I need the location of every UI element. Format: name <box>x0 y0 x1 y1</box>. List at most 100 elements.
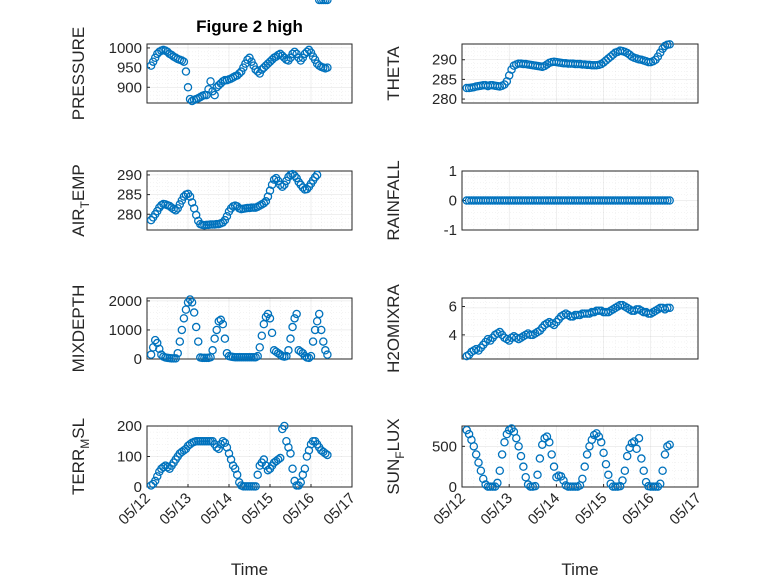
data-point <box>462 425 471 435</box>
data-point <box>302 184 312 194</box>
x-tick-label: 05/13 <box>156 490 195 529</box>
data-point <box>316 325 326 335</box>
y-axis-label: PRESSURE <box>69 27 88 121</box>
data-point <box>220 334 230 343</box>
y-tick-label: 0 <box>449 193 457 210</box>
y-tick-label: 900 <box>117 79 142 96</box>
y-tick-label: 290 <box>432 52 457 69</box>
data-point <box>310 325 320 335</box>
data-point <box>637 454 646 463</box>
data-point <box>290 314 299 323</box>
y-axis-label: MIXDEPTH <box>69 285 88 373</box>
data-point <box>267 180 277 190</box>
data-point <box>296 478 305 487</box>
data-point <box>191 322 201 332</box>
data-point <box>601 307 611 317</box>
data-point <box>589 430 599 440</box>
data-point <box>202 90 211 100</box>
y-axis-label: AIRTEMP <box>69 164 92 237</box>
axes-frame <box>146 43 353 104</box>
series-markers <box>462 40 674 93</box>
data-point <box>658 466 667 475</box>
y-tick-label: 1 <box>449 163 457 180</box>
axes-3: -1 0 1 RAINFALL <box>384 160 699 241</box>
y-tick-label: 200 <box>117 418 142 435</box>
data-point <box>476 466 486 475</box>
data-point <box>173 348 182 358</box>
data-point <box>552 472 561 482</box>
data-point <box>660 196 670 205</box>
series-markers <box>146 0 332 230</box>
series-markers <box>146 421 332 491</box>
data-point <box>212 325 221 335</box>
data-point <box>663 196 672 205</box>
data-point <box>290 171 299 180</box>
data-point <box>282 351 291 361</box>
data-point <box>288 49 297 59</box>
data-point <box>159 462 168 472</box>
data-point <box>634 433 644 443</box>
series-markers <box>462 300 674 361</box>
data-point <box>615 300 625 310</box>
data-point <box>206 77 215 86</box>
data-point <box>533 470 542 480</box>
data-point <box>253 67 262 76</box>
y-tick-label: 1000 <box>109 40 142 57</box>
data-point <box>187 198 197 207</box>
data-point <box>177 325 187 335</box>
data-point <box>632 444 641 454</box>
data-point <box>627 438 637 448</box>
data-point <box>556 472 566 481</box>
y-tick-label: 2000 <box>109 293 142 310</box>
x-tick-label: 05/16 <box>279 490 318 529</box>
data-point <box>278 182 287 191</box>
data-point <box>497 450 507 459</box>
data-point <box>502 429 512 439</box>
x-tick-label: 05/17 <box>666 490 705 529</box>
data-point <box>596 438 606 447</box>
data-point <box>286 334 295 343</box>
data-point <box>253 351 262 361</box>
data-point <box>469 442 479 451</box>
data-point <box>663 303 672 313</box>
data-point <box>493 478 502 488</box>
data-point <box>486 482 495 491</box>
data-point <box>622 451 632 461</box>
data-point <box>191 210 201 220</box>
data-point <box>639 466 648 475</box>
data-point <box>306 351 316 361</box>
data-point <box>300 351 310 361</box>
data-point <box>535 454 545 463</box>
data-point <box>663 442 672 451</box>
data-point <box>632 305 641 314</box>
y-tick-label: 280 <box>432 91 457 108</box>
data-point <box>571 482 580 491</box>
data-point <box>323 63 332 72</box>
data-point <box>608 50 618 59</box>
x-tick-label: 05/17 <box>320 490 359 529</box>
y-tick-label: 1000 <box>109 322 142 339</box>
data-point <box>222 211 232 221</box>
data-point <box>288 322 297 332</box>
data-point <box>263 192 273 201</box>
data-point <box>267 328 277 338</box>
data-point <box>220 438 230 448</box>
data-point <box>189 308 199 317</box>
data-point <box>183 83 193 92</box>
data-point <box>530 481 540 491</box>
y-tick-label: 4 <box>449 327 457 344</box>
axes-1: 280 285 290 THETA <box>384 40 699 108</box>
data-point <box>273 455 283 464</box>
data-point <box>185 192 195 201</box>
x-tick-label: 05/16 <box>619 490 658 529</box>
data-point <box>323 350 332 359</box>
y-tick-label: 290 <box>117 167 142 184</box>
data-point <box>263 309 273 319</box>
data-point <box>599 448 608 458</box>
data-point <box>179 57 189 66</box>
data-point <box>578 474 587 484</box>
data-point <box>210 334 219 343</box>
y-tick-label: 6 <box>449 299 457 316</box>
